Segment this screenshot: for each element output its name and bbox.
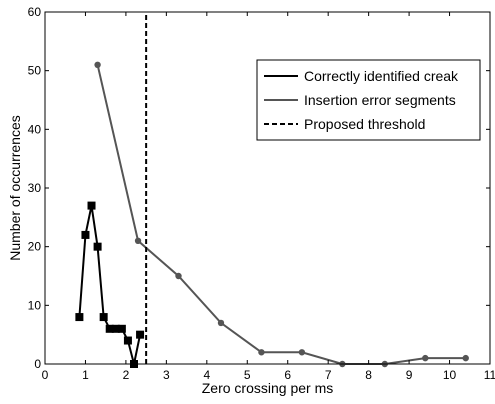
data-point-square (105, 324, 114, 333)
x-tick-label: 11 (484, 368, 495, 382)
legend-label-threshold: Proposed threshold (304, 116, 425, 132)
x-tick-label: 7 (325, 368, 332, 382)
data-point-circle (422, 354, 429, 362)
data-point-square (81, 230, 90, 239)
y-tick-label: 30 (28, 181, 42, 195)
data-point-circle (217, 319, 225, 327)
data-point-square (111, 324, 120, 333)
x-axis-label: Zero crossing per ms (202, 380, 333, 396)
y-tick-label: 60 (28, 5, 42, 19)
x-tick-label: 2 (123, 368, 130, 382)
data-point-circle (258, 349, 265, 356)
x-tick-label: 3 (163, 368, 170, 382)
data-point-circle (462, 354, 469, 362)
x-tick-label: 5 (244, 368, 251, 382)
legend-label-insertion: Insertion error segments (304, 92, 456, 108)
y-tick-label: 10 (28, 298, 42, 312)
data-point-circle (175, 272, 182, 280)
data-point-square (117, 324, 126, 333)
x-tick-label: 10 (443, 368, 457, 382)
y-axis-label: Number of occurrences (7, 115, 23, 261)
axis-ticks: 0 1 2 3 4 5 6 7 8 9 10 11 0 10 20 30 40 50 60 (28, 5, 495, 382)
data-point-circle (94, 61, 101, 68)
data-point-circle (134, 237, 142, 244)
data-point-square (75, 313, 84, 322)
x-tick-label: 1 (82, 368, 89, 382)
y-tick-label: 0 (34, 357, 41, 371)
y-tick-label: 20 (28, 240, 42, 254)
series-line-insertion-error-segments (96, 64, 466, 365)
x-tick-label: 8 (365, 368, 372, 382)
data-point-square (93, 242, 102, 251)
x-tick-label: 9 (406, 368, 413, 382)
data-point-square (123, 336, 132, 345)
legend-label-creak: Correctly identified creak (304, 68, 459, 84)
x-tick-label: 6 (284, 368, 291, 382)
data-point-square (87, 201, 96, 210)
data-point-square (99, 313, 108, 322)
y-tick-label: 40 (28, 122, 42, 136)
series-markers (75, 61, 469, 368)
data-point-circle (298, 349, 306, 356)
data-point-square (136, 330, 145, 339)
y-tick-label: 50 (28, 64, 42, 78)
legend: Correctly identified creak Insertion err… (256, 59, 481, 141)
x-tick-label: 4 (203, 368, 210, 382)
x-tick-label: 0 (42, 368, 49, 382)
